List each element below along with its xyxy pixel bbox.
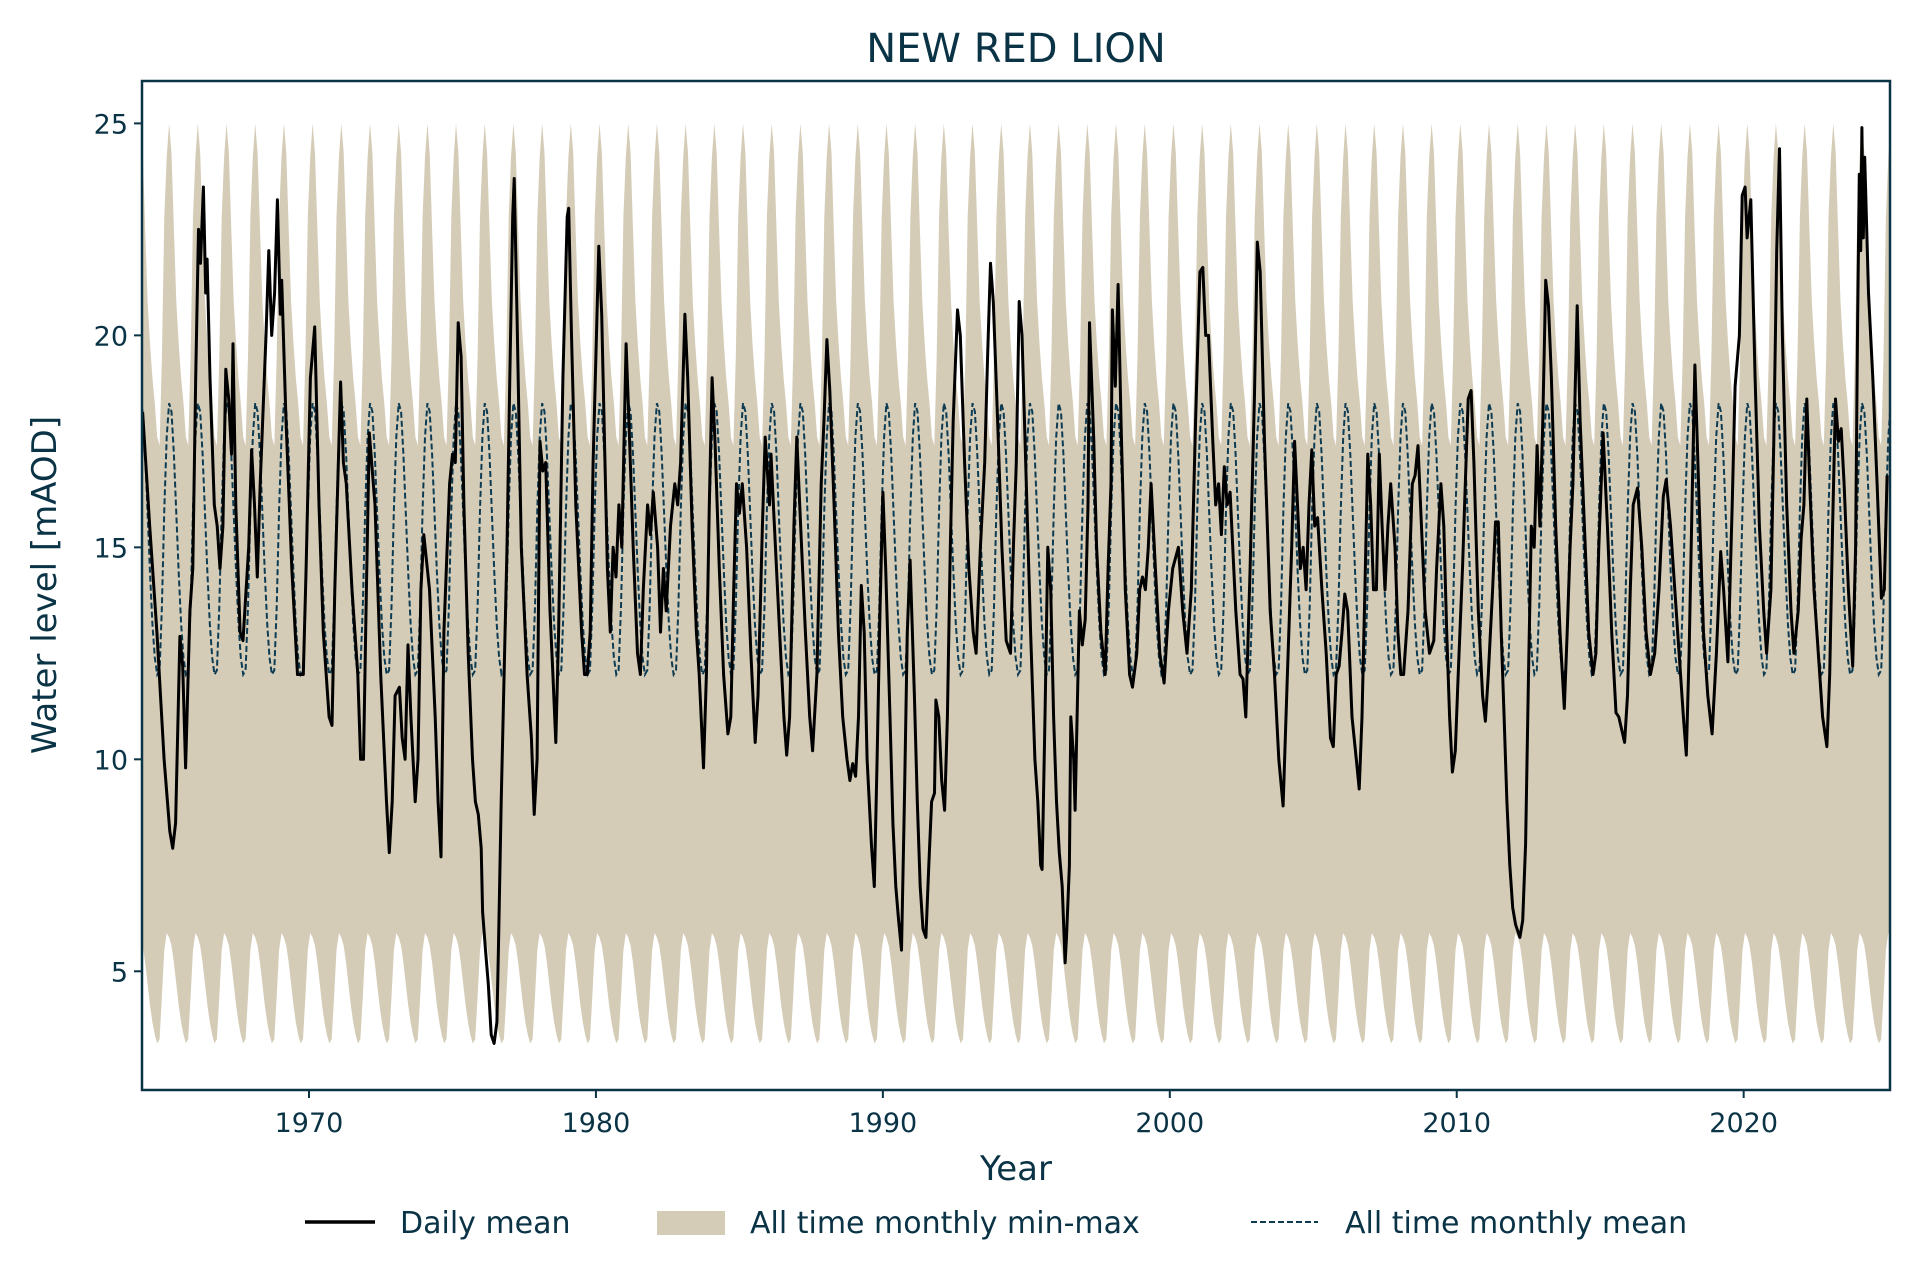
x-tick-label: 2020 <box>1709 1108 1778 1139</box>
y-axis-label: Water level [mAOD] <box>25 416 65 754</box>
legend-daily-mean-label: Daily mean <box>400 1206 571 1241</box>
legend-monthly-mean-label: All time monthly mean <box>1345 1206 1687 1241</box>
legend-min-max-patch <box>657 1211 725 1235</box>
y-tick-label: 10 <box>94 745 128 776</box>
legend-min-max-label: All time monthly min-max <box>750 1206 1140 1241</box>
x-tick-label: 2010 <box>1422 1108 1491 1139</box>
x-axis-label: Year <box>979 1149 1052 1189</box>
x-tick-label: 1990 <box>849 1108 918 1139</box>
y-axis: 5 10 15 20 25 <box>94 109 142 988</box>
monthly-min-max-band <box>142 123 1890 1044</box>
y-tick-label: 25 <box>94 109 128 140</box>
x-tick-label: 1970 <box>275 1108 344 1139</box>
x-tick-label: 1980 <box>562 1108 631 1139</box>
legend: Daily mean All time monthly min-max All … <box>305 1206 1687 1241</box>
y-tick-label: 5 <box>111 957 128 988</box>
y-tick-label: 20 <box>94 321 128 352</box>
daily-mean-line <box>142 126 1889 1045</box>
plot-area <box>142 123 1890 1045</box>
chart-title: NEW RED LION <box>866 26 1166 72</box>
x-tick-label: 2000 <box>1135 1108 1204 1139</box>
y-tick-label: 15 <box>94 533 128 564</box>
x-axis: 1970 1980 1990 2000 2010 2020 <box>275 1090 1778 1139</box>
axes-frame <box>140 79 1892 1092</box>
